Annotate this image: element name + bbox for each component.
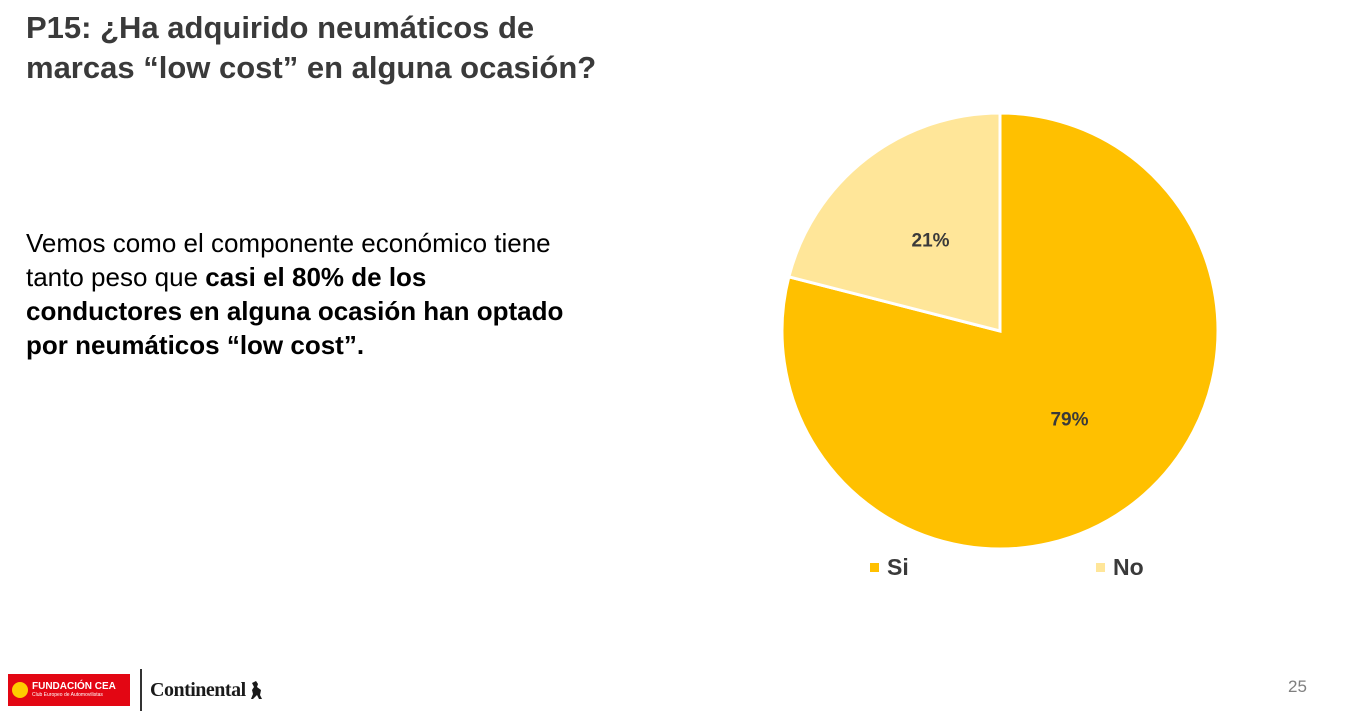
cea-logo-subtitle: Club Europeo de Automovilistas: [32, 691, 103, 698]
slide-title-line-1: P15: ¿Ha adquirido neumáticos de: [26, 10, 535, 45]
cea-logo-name: FUNDACIÓN CEA: [32, 680, 116, 692]
footer-logos: FUNDACIÓN CEA Club Europeo de Automovili…: [8, 668, 263, 712]
slide-title: P15: ¿Ha adquirido neumáticos de marcas …: [26, 8, 726, 88]
pie-chart: 79% 21%: [780, 111, 1220, 551]
legend-label-si: Si: [887, 554, 909, 580]
fundacion-cea-logo: FUNDACIÓN CEA Club Europeo de Automovili…: [8, 674, 130, 706]
summary-text: Vemos como el componente económico tiene…: [26, 226, 566, 362]
continental-logo-text: Continental: [150, 678, 246, 701]
pie-slice-no: [787, 111, 1002, 333]
logo-divider: [140, 669, 142, 711]
legend-item-si: Si: [870, 554, 909, 581]
legend-label-no: No: [1113, 554, 1144, 580]
continental-horse-icon: [250, 681, 262, 699]
summary-text-bold: casi el 80% de los conductores en alguna…: [26, 262, 564, 360]
cea-sun-icon: [12, 682, 28, 698]
legend-swatch-si: [870, 563, 879, 572]
pie-label-no: 21%: [912, 230, 950, 251]
summary-text-normal: Vemos como el componente económico tiene…: [26, 228, 551, 292]
legend-item-no: No: [1096, 554, 1144, 581]
slide-title-line-2: marcas “low cost” en alguna ocasión?: [26, 50, 597, 85]
page-number: 25: [1288, 677, 1307, 696]
continental-logo: Continental: [150, 679, 263, 702]
pie-label-si: 79%: [1050, 410, 1088, 431]
legend-swatch-no: [1096, 563, 1105, 572]
